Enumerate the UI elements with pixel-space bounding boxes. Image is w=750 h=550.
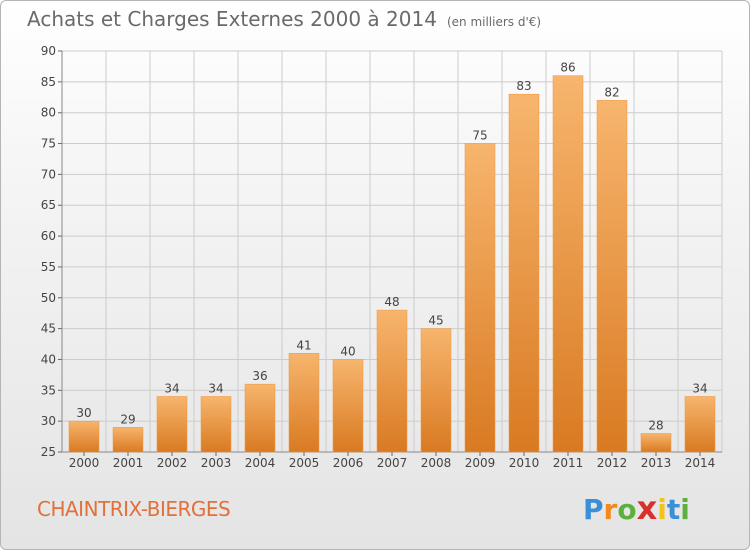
bar-2011 [552,75,584,453]
data-label-2004: 36 [252,369,267,383]
logo-letter: P [583,493,604,526]
chart-unit: (en milliers d'€) [446,15,542,29]
logo-letter: r [603,493,618,526]
y-tick-label: 25 [41,445,56,459]
x-tick-label-2005: 2005 [289,456,320,470]
data-labels: 30 29 34 34 36 41 40 48 45 75 83 86 82 28 34 [76,61,707,433]
data-label-2005: 41 [296,338,311,352]
bar-2009 [464,143,496,453]
bar-2010 [508,93,540,453]
x-tick-label-2004: 2004 [245,456,276,470]
x-tick-label-2003: 2003 [201,456,232,470]
x-tick-label-2008: 2008 [421,456,452,470]
y-tick-label: 90 [41,44,56,58]
bar-2008 [420,328,452,453]
data-label-2003: 34 [208,381,223,395]
y-tick-label: 30 [41,414,56,428]
proxiti-logo: Proxiti [583,489,690,527]
bar-2006 [332,359,364,453]
x-tick-label-2013: 2013 [641,456,672,470]
y-tick-label: 35 [41,383,56,397]
x-tick-label-2014: 2014 [685,456,716,470]
x-tick-label-2009: 2009 [465,456,496,470]
chart-title-text: Achats et Charges Externes 2000 à 2014 [27,7,437,31]
logo-letter: x [636,489,658,527]
logo-letter: i [657,493,667,526]
x-tick-label-2006: 2006 [333,456,364,470]
y-tick-label: 60 [41,229,56,243]
data-label-2002: 34 [164,381,179,395]
y-tick-label: 85 [41,75,56,89]
y-tick-label: 65 [41,198,56,212]
y-tick-label: 45 [41,322,56,336]
x-tick-label-2010: 2010 [509,456,540,470]
data-label-2007: 48 [384,295,399,309]
y-tick-label: 80 [41,106,56,120]
bar-2012 [596,100,628,453]
logo-letter: o [617,493,637,526]
data-label-2008: 45 [428,314,443,328]
data-label-2009: 75 [472,129,487,143]
logo-letter: i [680,493,690,526]
bar-2007 [376,309,408,453]
y-tick-label: 40 [41,352,56,366]
bar-2014 [684,396,716,453]
data-label-2001: 29 [120,412,135,426]
data-label-2013: 28 [648,418,663,432]
y-tick-label: 75 [41,137,56,151]
bar-2003 [200,396,232,453]
y-tick-label: 70 [41,167,56,181]
bar-2013 [640,433,672,453]
commune-name: CHAINTRIX-BIERGES [37,497,231,521]
chart-title: Achats et Charges Externes 2000 à 2014 (e… [27,7,541,31]
x-tick-label-2011: 2011 [553,456,584,470]
logo-letter: t [666,493,681,526]
bar-2005 [288,353,320,453]
x-tick-label-2001: 2001 [113,456,144,470]
data-label-2010: 83 [516,79,531,93]
bars [68,75,716,453]
y-tick-label: 50 [41,291,56,305]
axes: 25 30 35 40 45 50 55 60 65 70 75 80 85 90 2000 2001 2002… [41,44,722,470]
x-tick-label-2012: 2012 [597,456,628,470]
bar-2002 [156,396,188,453]
x-tick-label-2007: 2007 [377,456,408,470]
y-tick-label: 55 [41,260,56,274]
x-tick-label-2002: 2002 [157,456,188,470]
bar-2000 [68,420,100,453]
data-label-2000: 30 [76,406,91,420]
data-label-2006: 40 [340,344,355,358]
data-label-2011: 86 [560,61,575,75]
bar-2001 [112,427,144,453]
data-label-2012: 82 [604,85,619,99]
data-label-2014: 34 [692,381,707,395]
bar-2004 [244,383,276,453]
x-tick-label-2000: 2000 [69,456,100,470]
